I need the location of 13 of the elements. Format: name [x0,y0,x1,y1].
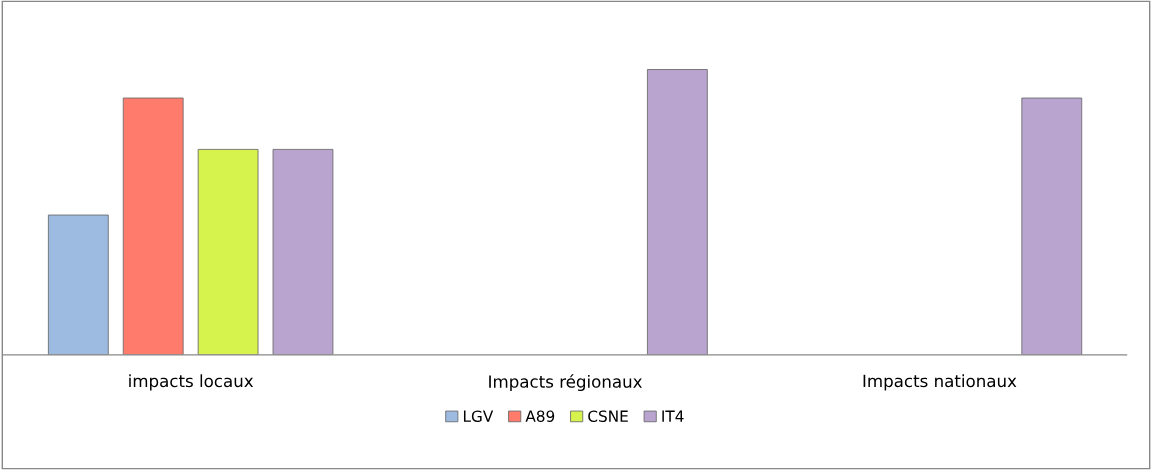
x-tick-label: Impacts nationaux [863,374,1017,391]
legend-label: CSNE [588,410,628,422]
bar [47,214,109,355]
bar [647,69,708,355]
legend-label: IT4 [662,410,684,422]
bar [197,148,259,355]
legend-label: LGV [463,410,494,422]
bar [1021,97,1083,355]
x-tick-label: impacts locaux [129,374,254,391]
x-tick-label: Impacts régionaux [489,374,642,392]
bar [272,148,334,355]
bar [122,97,184,355]
legend-label: A89 [525,410,555,422]
